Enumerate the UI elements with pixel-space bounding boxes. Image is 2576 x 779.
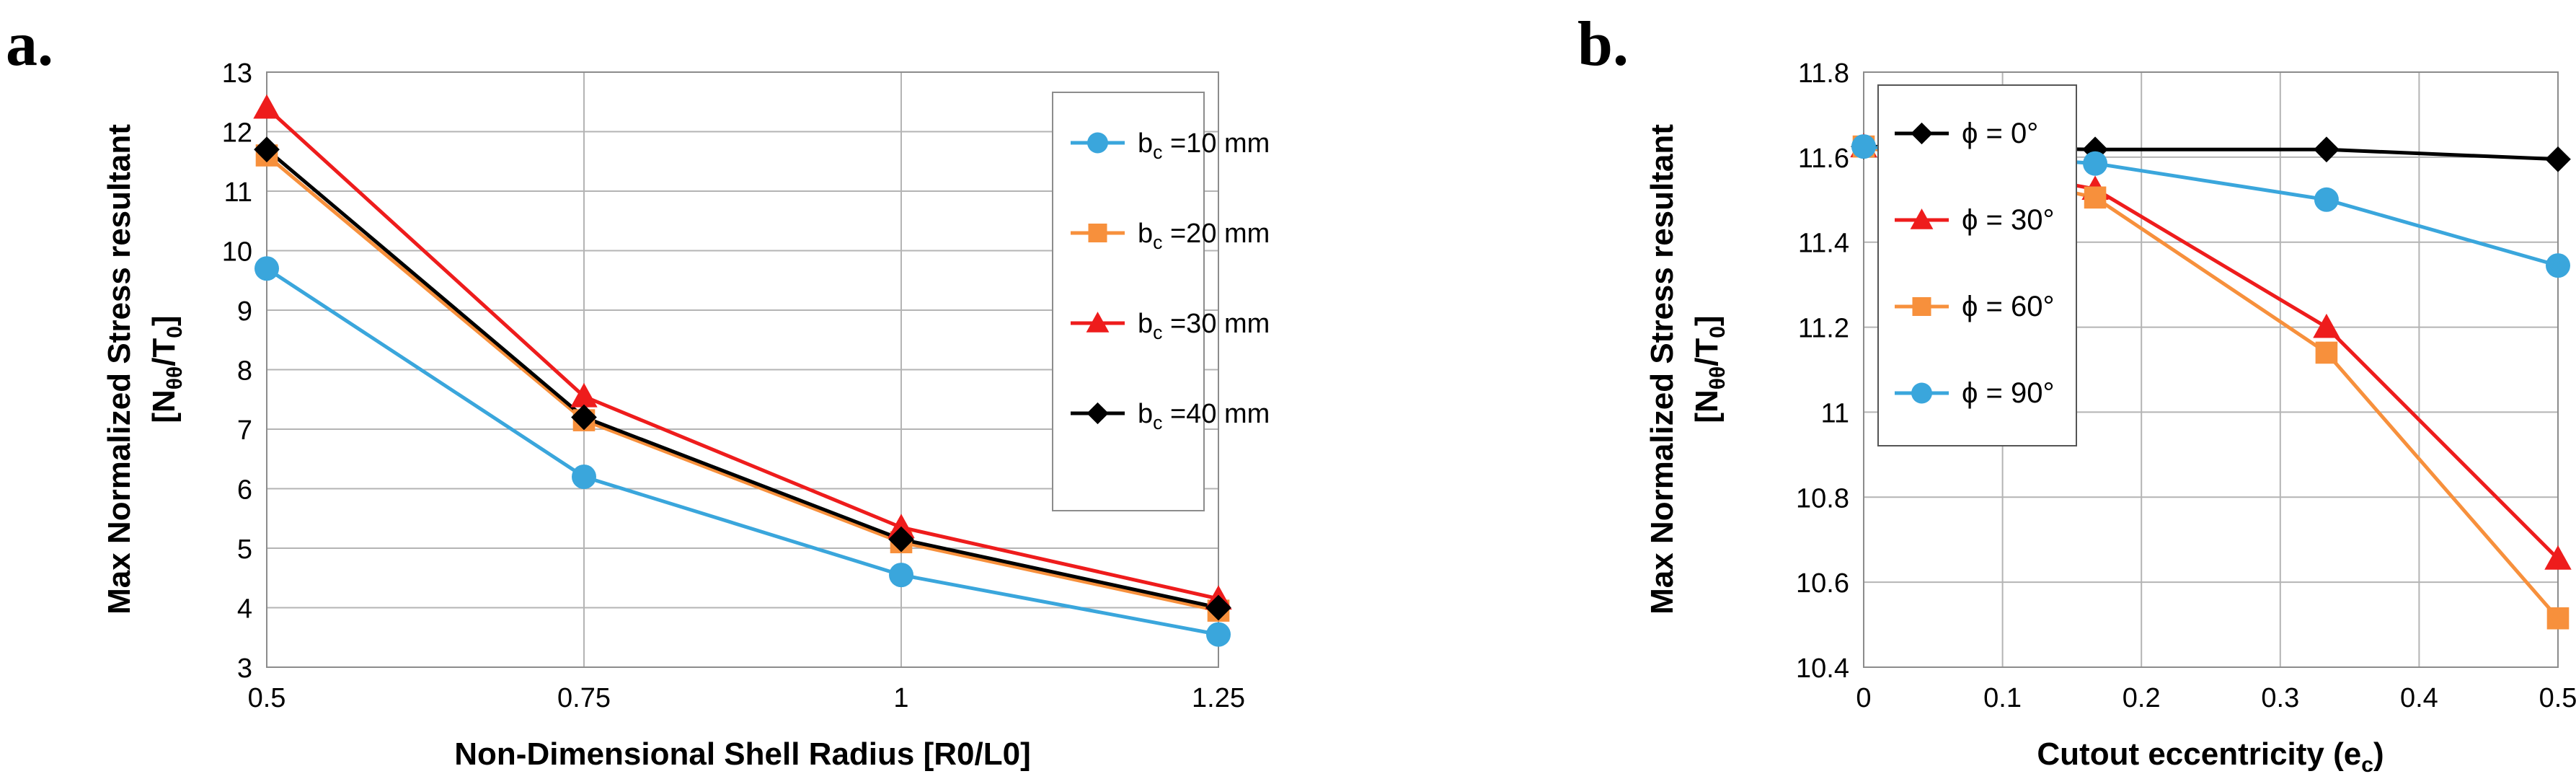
a-series-3-line <box>265 106 1219 601</box>
a-legend-marker <box>1087 132 1108 154</box>
b-y-tick-label: 10.8 <box>1796 483 1849 514</box>
a-series-3-point <box>253 94 280 119</box>
a-y-tick-label: 13 <box>222 58 252 89</box>
b-series-1-point <box>2545 146 2571 172</box>
b-series-4-point <box>2083 151 2108 176</box>
b-y-tick-label: 10.6 <box>1796 568 1849 599</box>
a-y-tick-label: 6 <box>237 475 252 506</box>
a-legend-label-1: bc =10 mm <box>1138 128 1270 163</box>
panel-a-series <box>253 94 1232 647</box>
panel-a-plot-frame <box>266 71 1219 668</box>
panel-b-x-axis-label: Cutout eccentricity (ec) <box>2037 736 2384 777</box>
panel-a-y-axis-label-line2: [Nθθ/T0] <box>146 315 187 423</box>
panel-a-x-tick-labels: 0.5 0.75 1 1.25 <box>248 683 1245 713</box>
panel-b-y-axis-label-line1: Max Normalized Stress resultant <box>1645 124 1680 615</box>
b-x-tick-label: 0.5 <box>2539 683 2576 713</box>
a-legend-marker <box>1086 402 1109 425</box>
a-x-tick-label: 0.75 <box>557 683 611 713</box>
a-legend-label-2: bc =20 mm <box>1138 219 1270 253</box>
b-series-2-point <box>2544 545 2572 570</box>
b-series-1-point <box>2314 136 2340 163</box>
a-y-tick-label: 11 <box>224 177 252 208</box>
a-y-tick-label: 9 <box>237 296 252 327</box>
a-x-tick-label: 1 <box>893 683 908 713</box>
a-series-4-point <box>888 526 914 553</box>
panel-b-series <box>1850 133 2572 630</box>
panel-b-legend-box <box>1877 84 2077 446</box>
a-series-1-point <box>572 465 596 489</box>
a-y-tick-label: 5 <box>237 534 252 565</box>
b-legend-label-4: ϕ = 90° <box>1962 377 2054 409</box>
panel-b-legend: ϕ = 0° ϕ = 30° ϕ = 60° ϕ = 90° <box>1877 84 2077 446</box>
panel-a-y-tick-labels: 3 4 5 6 7 8 9 10 11 12 13 <box>222 58 252 684</box>
a-series-4-line <box>265 148 1219 609</box>
b-y-tick-label: 11.8 <box>1798 58 1849 89</box>
panel-b-label: b. <box>1577 9 1629 79</box>
b-series-3-point <box>2084 186 2107 209</box>
b-legend-label-1: ϕ = 0° <box>1962 118 2038 149</box>
b-y-tick-label: 11.6 <box>1798 144 1849 174</box>
a-y-tick-label: 8 <box>237 356 252 387</box>
a-y-tick-label: 4 <box>237 594 252 625</box>
b-series-4-point <box>1851 134 1876 159</box>
panel-a-x-axis-label: Non-Dimensional Shell Radius [R0/L0] <box>454 736 1030 772</box>
panel-a-label: a. <box>6 9 53 79</box>
b-series-2-point <box>2313 313 2340 338</box>
panel-a-y-axis-label-line1: Max Normalized Stress resultant <box>102 124 137 615</box>
a-x-tick-label: 0.5 <box>248 683 286 713</box>
a-series-4-point <box>254 136 280 163</box>
panel-b-x-tick-labels: 0 0.1 0.2 0.3 0.4 0.5 <box>1856 683 2576 713</box>
b-y-tick-label: 10.4 <box>1796 653 1849 684</box>
a-y-tick-label: 12 <box>222 118 252 149</box>
b-series-3-point <box>2546 607 2570 630</box>
panel-b-y-axis-label: Max Normalized Stress resultant [Nθθ/T0] <box>1645 124 1730 615</box>
a-series-2-line <box>265 154 1219 613</box>
a-series-4-point <box>1205 594 1231 621</box>
panel-a-y-axis-label: Max Normalized Stress resultant [Nθθ/T0] <box>102 124 187 615</box>
panel-b-plot-frame <box>1863 71 2559 668</box>
b-y-tick-label: 11.4 <box>1798 229 1849 259</box>
a-y-tick-label: 7 <box>237 415 252 446</box>
b-series-4-point <box>2546 253 2570 278</box>
panel-a: a. 3 4 5 6 7 8 9 10 11 12 13 0.5 0.75 1 1.25 Max Norm… <box>6 9 1270 772</box>
panel-b-y-axis-label-line2: [Nθθ/T0] <box>1689 315 1730 423</box>
b-legend-marker <box>1910 208 1934 229</box>
b-legend-marker <box>1911 382 1932 404</box>
a-x-tick-label: 1.25 <box>1192 683 1245 713</box>
b-x-tick-label: 0 <box>1856 683 1871 713</box>
b-legend-label-2: ϕ = 30° <box>1962 204 2054 236</box>
b-x-tick-label: 0.1 <box>1983 683 2022 713</box>
a-series-3-point <box>570 382 598 408</box>
a-legend-marker <box>1088 223 1107 243</box>
b-legend-label-3: ϕ = 60° <box>1962 291 2054 322</box>
panel-b-y-tick-labels: 10.4 10.6 10.8 11 11.2 11.4 11.6 11.8 <box>1796 58 1849 684</box>
a-series-1-point <box>1206 622 1231 647</box>
b-series-4-point <box>2314 187 2339 212</box>
a-legend-label-3: bc =30 mm <box>1138 309 1270 343</box>
panel-a-legend-box <box>1052 92 1205 511</box>
b-legend-marker <box>1912 296 1931 317</box>
b-series-3-point <box>2315 341 2338 364</box>
a-legend-label-4: bc =40 mm <box>1138 399 1270 433</box>
a-y-tick-label: 3 <box>237 653 252 684</box>
b-x-tick-label: 0.2 <box>2123 683 2161 713</box>
a-series-3-point <box>888 514 915 539</box>
b-legend-marker <box>1911 122 1933 145</box>
panel-a-legend: bc =10 mm bc =20 mm bc =30 mm bc =40 mm <box>1052 92 1270 511</box>
panel-b: b. 10.4 10.6 10.8 11 11.2 11.4 11.6 11.8 0 0.1 0.… <box>1577 9 2576 777</box>
b-y-tick-label: 11 <box>1821 398 1849 428</box>
a-series-1-line <box>265 267 1219 637</box>
b-x-tick-label: 0.4 <box>2400 683 2438 713</box>
b-y-tick-label: 11.2 <box>1798 314 1849 344</box>
a-legend-marker <box>1086 312 1110 333</box>
b-x-tick-label: 0.3 <box>2261 683 2299 713</box>
a-series-1-point <box>889 563 913 588</box>
a-series-4-point <box>571 404 597 431</box>
a-series-1-point <box>254 256 279 281</box>
a-y-tick-label: 10 <box>222 237 252 268</box>
